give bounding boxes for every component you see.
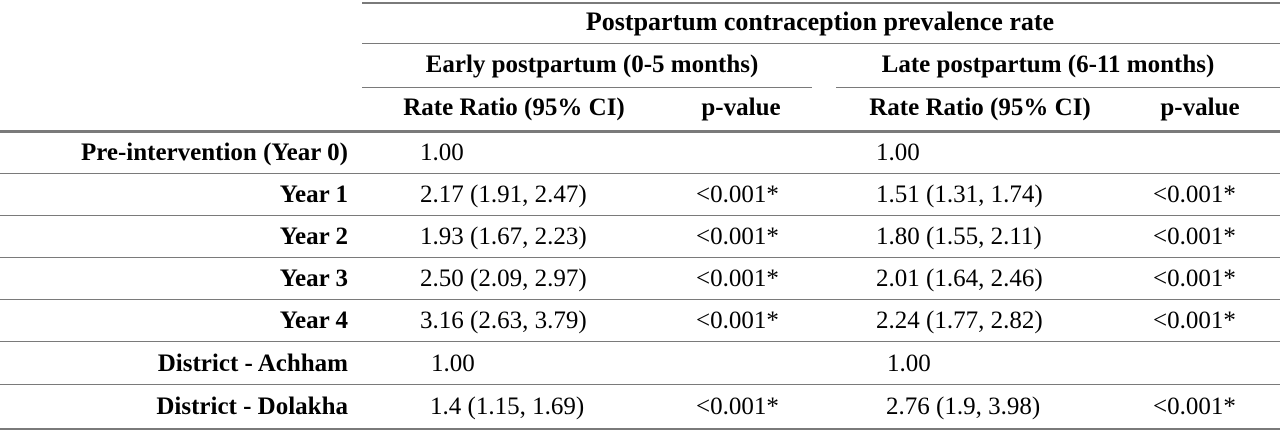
late-rate-ratio: 1.51 (1.31, 1.74) <box>876 181 1043 208</box>
row-rule-3 <box>0 257 1280 258</box>
early-rate-ratio: 3.16 (2.63, 3.79) <box>420 307 587 334</box>
late-p-value: <0.001* <box>1153 265 1236 292</box>
early-rate-ratio: 1.00 <box>420 139 464 166</box>
row-rule-1 <box>0 173 1280 174</box>
row-label: Year 4 <box>279 307 348 334</box>
subgroup-rule-early <box>362 87 812 88</box>
group-rule <box>362 43 1280 44</box>
row-label: Pre-intervention (Year 0) <box>80 139 348 166</box>
row-label: Year 1 <box>279 181 348 208</box>
late-rate-ratio: 1.80 (1.55, 2.11) <box>876 223 1042 250</box>
late-p-value-header: p-value <box>1160 94 1240 121</box>
row-label: Year 3 <box>279 265 348 292</box>
late-p-value: <0.001* <box>1153 223 1236 250</box>
early-p-value-header: p-value <box>701 94 781 121</box>
late-rate-ratio: 1.00 <box>876 139 920 166</box>
row-rule-6 <box>0 384 1280 385</box>
late-p-value: <0.001* <box>1153 181 1236 208</box>
row-label: District - Dolakha <box>156 393 348 420</box>
late-rate-ratio: 1.00 <box>887 350 931 377</box>
row-rule-5 <box>0 341 1280 342</box>
top-rule <box>362 2 1280 4</box>
early-p-value: <0.001* <box>696 393 779 420</box>
early-postpartum-header: Early postpartum (0-5 months) <box>425 51 759 78</box>
subgroup-rule-late <box>836 87 1280 88</box>
bottom-rule <box>0 428 1280 430</box>
late-postpartum-header: Late postpartum (6-11 months) <box>881 51 1215 78</box>
early-rate-ratio: 1.93 (1.67, 2.23) <box>420 223 587 250</box>
row-label: Year 2 <box>279 223 348 250</box>
early-p-value: <0.001* <box>696 181 779 208</box>
late-p-value: <0.001* <box>1153 307 1236 334</box>
main-header: Postpartum contraception prevalence rate <box>585 7 1055 36</box>
row-rule-4 <box>0 299 1280 300</box>
header-bottom-rule <box>0 130 1280 133</box>
row-rule-2 <box>0 215 1280 216</box>
early-rate-ratio: 1.00 <box>431 350 475 377</box>
early-rate-ratio: 1.4 (1.15, 1.69) <box>430 393 585 420</box>
late-rate-ratio: 2.24 (1.77, 2.82) <box>876 307 1043 334</box>
early-rate-ratio-header: Rate Ratio (95% CI) <box>403 94 625 121</box>
early-p-value: <0.001* <box>696 307 779 334</box>
late-rate-ratio: 2.76 (1.9, 3.98) <box>886 393 1041 420</box>
early-p-value: <0.001* <box>696 265 779 292</box>
early-p-value: <0.001* <box>696 223 779 250</box>
late-p-value: <0.001* <box>1153 393 1236 420</box>
late-rate-ratio-header: Rate Ratio (95% CI) <box>869 94 1091 121</box>
early-rate-ratio: 2.17 (1.91, 2.47) <box>420 181 587 208</box>
late-rate-ratio: 2.01 (1.64, 2.46) <box>876 265 1043 292</box>
early-rate-ratio: 2.50 (2.09, 2.97) <box>420 265 587 292</box>
row-label: District - Achham <box>157 350 348 377</box>
